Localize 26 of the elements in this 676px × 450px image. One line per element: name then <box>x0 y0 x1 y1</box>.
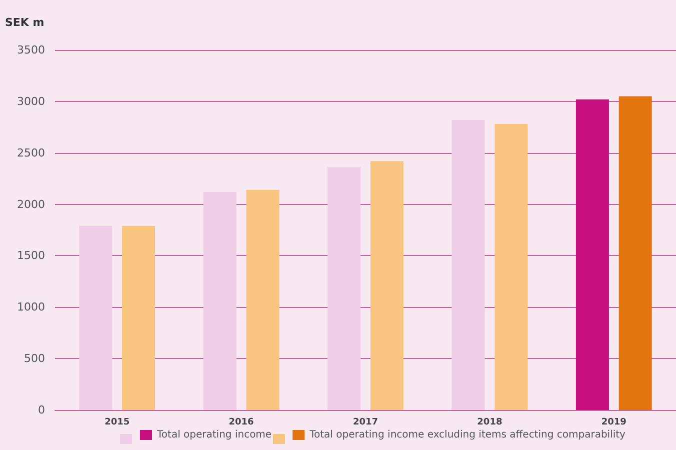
bar <box>576 99 609 410</box>
y-tick-label: 0 <box>38 404 45 416</box>
x-tick-label: 2019 <box>601 418 626 428</box>
y-tick-label: 2000 <box>17 198 45 211</box>
y-tick-label: 3500 <box>17 44 45 56</box>
bar <box>494 124 528 410</box>
x-tick-label: 2018 <box>477 418 502 428</box>
y-axis-title: SEK m <box>5 16 44 29</box>
bar <box>246 190 280 410</box>
legend-label: Total operating income <box>156 430 272 440</box>
y-tick-label: 1000 <box>17 300 45 314</box>
bar <box>452 120 485 410</box>
bar <box>370 161 404 410</box>
x-tick-label: 2015 <box>104 418 130 428</box>
x-tick-label: 2017 <box>352 418 378 428</box>
y-tick-label: 500 <box>24 352 45 366</box>
bar <box>618 96 652 410</box>
x-tick-label: 2016 <box>228 418 254 428</box>
bar <box>203 192 236 410</box>
y-tick-label: 3000 <box>17 94 45 108</box>
bar <box>122 226 156 410</box>
bar <box>328 167 361 410</box>
y-tick-label: 1500 <box>17 249 45 262</box>
bar <box>79 226 112 410</box>
y-tick-label: 2500 <box>17 146 45 160</box>
legend-label: Total operating income excluding items affecting comparability <box>308 430 626 440</box>
